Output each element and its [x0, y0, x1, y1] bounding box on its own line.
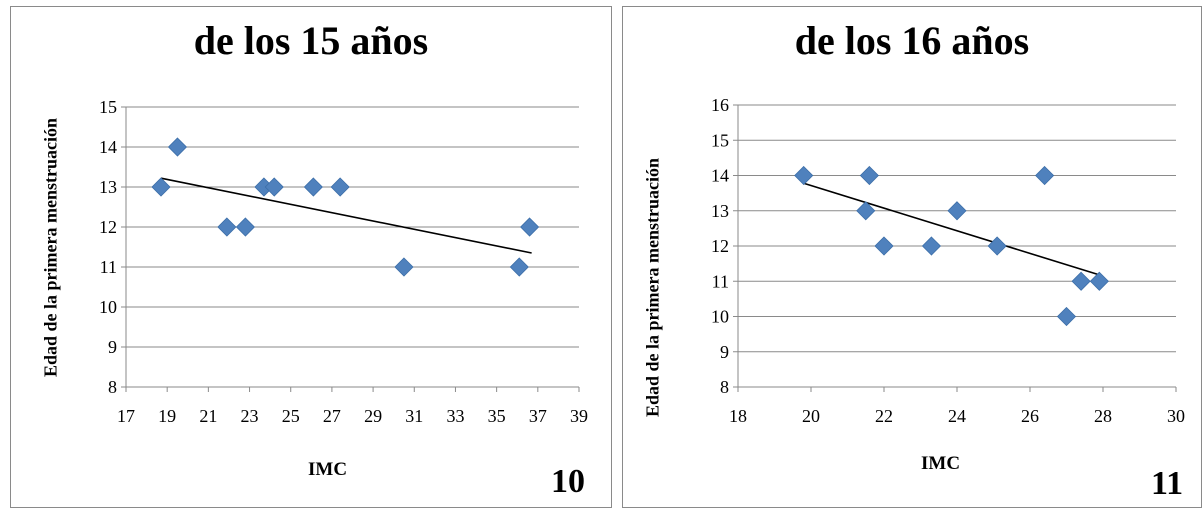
x-tick-label: 27	[323, 406, 341, 426]
x-tick-label: 17	[117, 406, 135, 426]
y-tick-label: 13	[99, 177, 117, 197]
x-tick-label: 28	[1094, 406, 1112, 426]
chart-title: de los 15 años	[193, 18, 429, 63]
figure-number: 11	[1151, 465, 1184, 502]
x-tick-label: 39	[570, 406, 588, 426]
y-tick-label: 12	[99, 217, 117, 237]
data-point	[987, 236, 1007, 256]
y-tick-label: 13	[711, 201, 729, 221]
data-point	[520, 217, 540, 237]
data-point	[874, 236, 894, 256]
data-point	[947, 201, 967, 221]
x-tick-label: 29	[364, 406, 382, 426]
data-point	[1071, 271, 1091, 291]
y-tick-label: 14	[99, 137, 117, 157]
data-point	[1089, 271, 1109, 291]
data-point	[264, 177, 284, 197]
data-point	[217, 217, 237, 237]
x-tick-label: 25	[282, 406, 300, 426]
chart-panel-16: de los 16 años Edad de la primera menstr…	[622, 6, 1202, 508]
x-tick-label: 21	[199, 406, 217, 426]
x-tick-label: 20	[802, 406, 820, 426]
plot-area: 8 9 10 11 12 13 14 15 16 18 20 22 24 26 28 30	[711, 95, 1185, 426]
data-point	[1035, 165, 1055, 186]
x-tick-label: 22	[875, 406, 893, 426]
x-tick-label: 37	[529, 406, 547, 426]
x-tick-label: 24	[948, 406, 966, 426]
data-point	[856, 201, 876, 221]
x-axis-label: IMC	[308, 459, 348, 480]
x-tick-label: 26	[1021, 406, 1039, 426]
y-tick-label: 11	[712, 271, 729, 291]
data-point	[509, 257, 529, 277]
y-tick-label: 14	[711, 166, 729, 186]
y-tick-label: 9	[720, 342, 729, 362]
data-point	[235, 217, 255, 237]
y-tick-label: 16	[711, 95, 729, 115]
x-tick-label: 30	[1167, 406, 1185, 426]
y-tick-label: 15	[99, 97, 117, 117]
data-point	[303, 177, 323, 197]
figure-number: 10	[551, 463, 585, 500]
data-point	[330, 177, 350, 197]
x-axis-label: IMC	[921, 453, 961, 474]
y-tick-label: 15	[711, 130, 729, 150]
data-point	[921, 236, 942, 256]
y-tick-label: 10	[711, 307, 729, 327]
trendline	[160, 177, 532, 254]
x-tick-label: 19	[158, 406, 176, 426]
y-tick-label: 11	[100, 257, 117, 277]
x-tick-label: 18	[729, 406, 747, 426]
x-tick-label: 35	[488, 406, 506, 426]
y-tick-label: 12	[711, 236, 729, 256]
data-point	[794, 165, 814, 186]
data-point	[167, 137, 188, 157]
plot-area: 8 9 10 11 12 13 14 15 17 19 21 23 25 27 29 31 33 35 37 39	[99, 97, 588, 426]
data-point	[859, 165, 879, 186]
data-point	[394, 257, 414, 277]
trendline	[803, 182, 1100, 276]
chart-title: de los 16 años	[794, 18, 1030, 63]
data-point	[151, 177, 171, 197]
y-tick-label: 10	[99, 297, 117, 317]
y-tick-label: 8	[108, 377, 117, 397]
data-point	[1056, 306, 1077, 327]
y-tick-label: 9	[108, 337, 117, 357]
x-tick-label: 23	[241, 406, 259, 426]
chart-panel-15: de los 15 años Edad de la primera menstr…	[10, 6, 612, 508]
x-tick-label: 31	[405, 406, 423, 426]
y-tick-label: 8	[720, 377, 729, 397]
x-tick-label: 33	[446, 406, 464, 426]
